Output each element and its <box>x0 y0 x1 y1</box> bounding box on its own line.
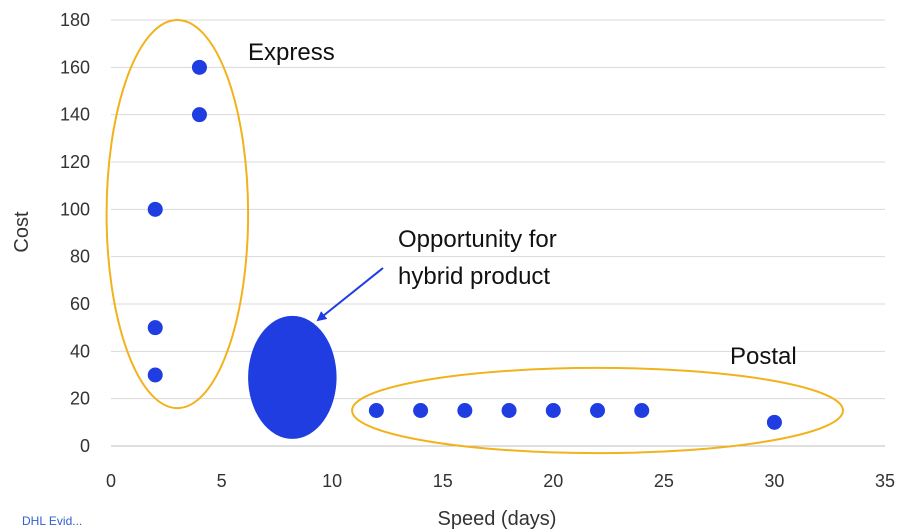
data-point <box>457 403 473 418</box>
x-tick-label: 10 <box>322 471 342 491</box>
x-axis-title: Speed (days) <box>438 508 557 529</box>
data-point <box>191 107 207 123</box>
express-label: Express <box>248 39 335 66</box>
data-point <box>147 201 163 217</box>
x-tick-label: 5 <box>217 471 227 491</box>
data-point <box>590 403 606 418</box>
y-tick-label: 80 <box>70 247 90 267</box>
source-note: DHL Evid... <box>22 514 83 528</box>
y-axis-title: Cost <box>11 211 33 253</box>
y-tick-label: 160 <box>60 57 90 77</box>
data-point <box>147 320 163 336</box>
x-tick-label: 30 <box>764 471 784 491</box>
opportunity-arrow <box>316 267 384 322</box>
y-tick-label: 180 <box>60 10 90 30</box>
data-point <box>368 403 384 418</box>
y-axis-ticks: 0 20 40 60 80 100 120 140 160 180 <box>60 10 90 456</box>
postal-group-ellipse <box>351 366 844 455</box>
opportunity-label-line1: Opportunity for <box>398 226 557 253</box>
y-tick-label: 60 <box>70 294 90 314</box>
x-tick-label: 20 <box>543 471 563 491</box>
x-tick-label: 0 <box>106 471 116 491</box>
data-point <box>191 59 207 75</box>
opportunity-bubble <box>248 315 337 439</box>
y-tick-label: 0 <box>80 436 90 456</box>
express-group-ellipse <box>105 19 250 410</box>
data-point <box>545 403 561 418</box>
data-points <box>147 59 782 430</box>
x-tick-label: 15 <box>433 471 453 491</box>
data-point <box>766 414 782 430</box>
y-tick-label: 20 <box>70 389 90 409</box>
postal-label: Postal <box>730 343 797 370</box>
x-tick-label: 35 <box>875 471 895 491</box>
opportunity-bubble-layer <box>248 315 337 439</box>
x-tick-label: 25 <box>654 471 674 491</box>
y-tick-label: 40 <box>70 341 90 361</box>
data-point <box>147 367 163 383</box>
y-tick-label: 100 <box>60 199 90 219</box>
data-point <box>501 403 517 418</box>
opportunity-label-line2: hybrid product <box>398 263 550 290</box>
x-axis-ticks: 0 5 10 15 20 25 30 35 <box>106 471 895 491</box>
group-ellipses <box>105 19 844 455</box>
data-point <box>634 403 650 418</box>
y-tick-label: 140 <box>60 105 90 125</box>
data-point <box>413 403 429 418</box>
y-tick-label: 120 <box>60 152 90 172</box>
